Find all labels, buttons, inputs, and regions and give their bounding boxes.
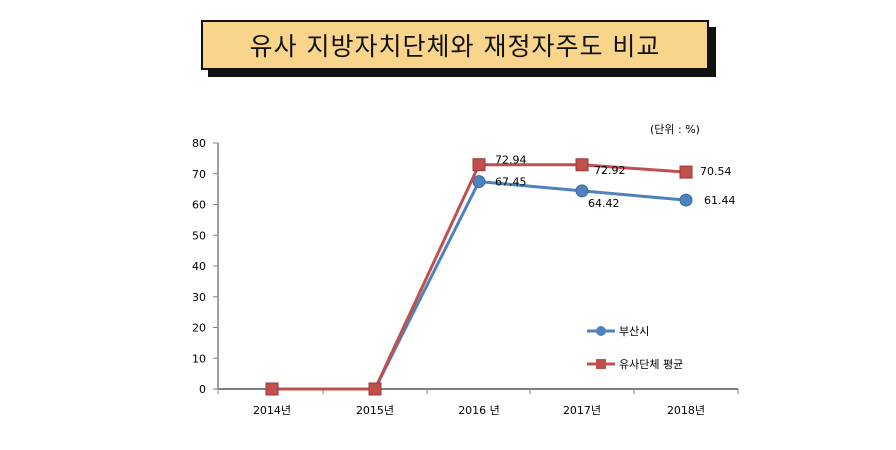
legend-label: 유사단체 평균 — [619, 358, 683, 371]
data-label: 61.44 — [704, 194, 736, 207]
y-tick-label: 80 — [192, 137, 206, 150]
similar-average-point — [679, 165, 693, 179]
legend-marker-busan — [596, 326, 606, 336]
busan-point — [679, 193, 693, 207]
x-tick-label: 2016 년 — [458, 404, 500, 417]
y-tick-label: 30 — [192, 291, 206, 304]
x-tick-label: 2015년 — [356, 404, 394, 417]
similar-average-point — [265, 382, 279, 396]
chart-title: 유사 지방자치단체와 재정자주도 비교 — [201, 20, 709, 70]
similar-average-point — [575, 158, 589, 172]
data-label: 70.54 — [700, 165, 732, 178]
legend-marker-similar-average — [596, 359, 606, 369]
unit-label: (단위 : %) — [650, 123, 700, 136]
x-tick-label: 2018년 — [667, 404, 705, 417]
legend-label: 부산시 — [619, 325, 649, 338]
y-tick-label: 60 — [192, 199, 206, 212]
busan-point — [575, 184, 589, 198]
busan-point — [472, 175, 486, 189]
data-label: 72.94 — [495, 154, 527, 167]
data-label: 72.92 — [594, 164, 626, 177]
y-tick-label: 0 — [199, 383, 206, 396]
similar-average-point — [472, 158, 486, 172]
series-similar-average-line — [272, 163, 687, 391]
y-tick-label: 10 — [192, 352, 206, 365]
y-tick-label: 70 — [192, 168, 206, 181]
y-tick-label: 40 — [192, 260, 206, 273]
title-banner: 유사 지방자치단체와 재정자주도 비교 — [201, 20, 716, 77]
data-label: 67.45 — [495, 176, 527, 189]
y-tick-label: 20 — [192, 322, 206, 335]
y-tick-label: 50 — [192, 229, 206, 242]
data-label: 64.42 — [588, 197, 620, 210]
x-tick-label: 2014년 — [253, 404, 291, 417]
x-tick-label: 2017년 — [563, 404, 601, 417]
similar-average-point — [368, 382, 382, 396]
